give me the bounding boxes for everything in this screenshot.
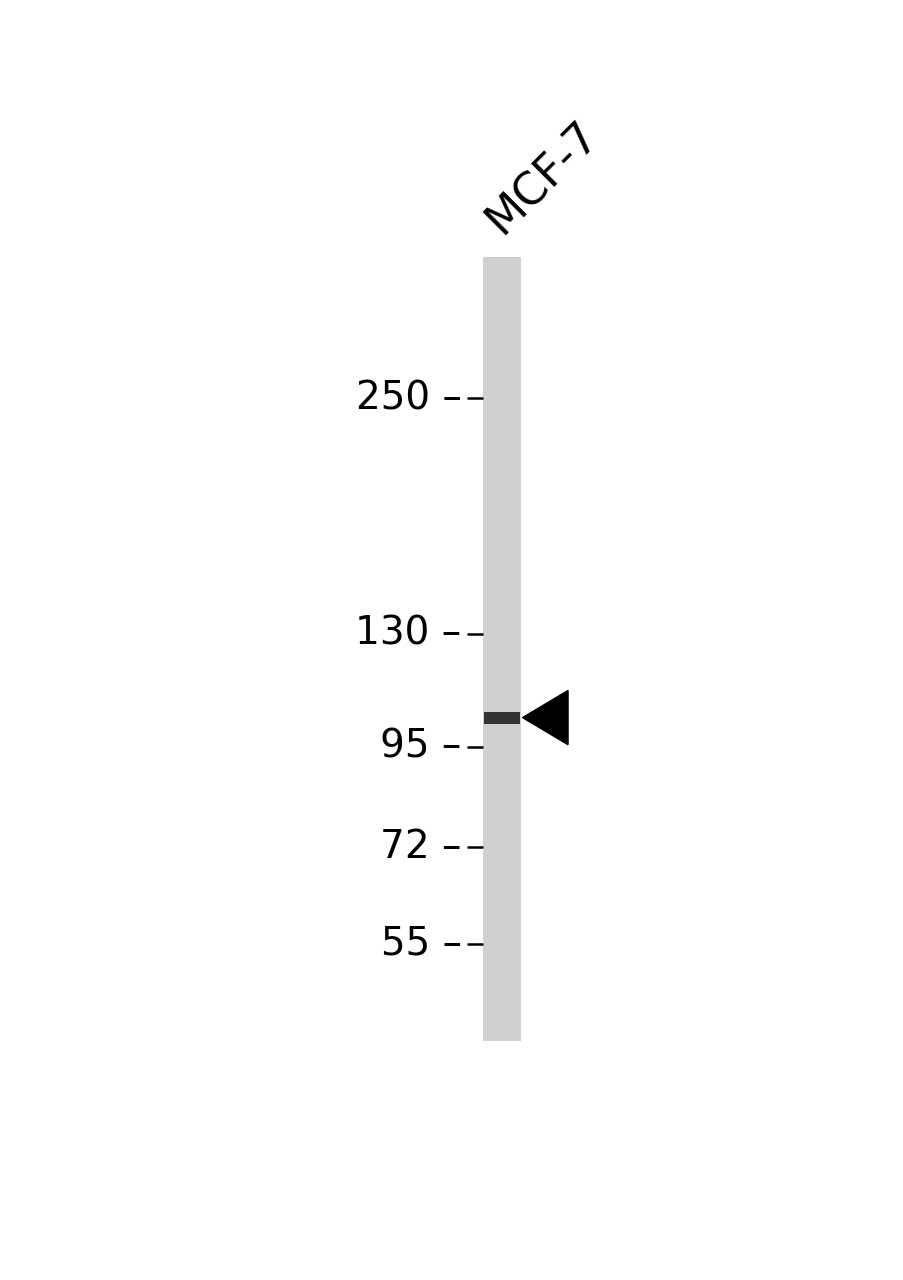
Text: 55 –: 55 – xyxy=(380,924,461,963)
Text: 250 –: 250 – xyxy=(355,379,461,417)
Text: MCF-7: MCF-7 xyxy=(478,114,607,242)
Bar xyxy=(482,257,520,1041)
Polygon shape xyxy=(522,690,567,745)
Text: 95 –: 95 – xyxy=(380,728,461,765)
Text: 130 –: 130 – xyxy=(355,614,461,653)
Text: 72 –: 72 – xyxy=(380,828,461,865)
Bar xyxy=(483,712,519,723)
